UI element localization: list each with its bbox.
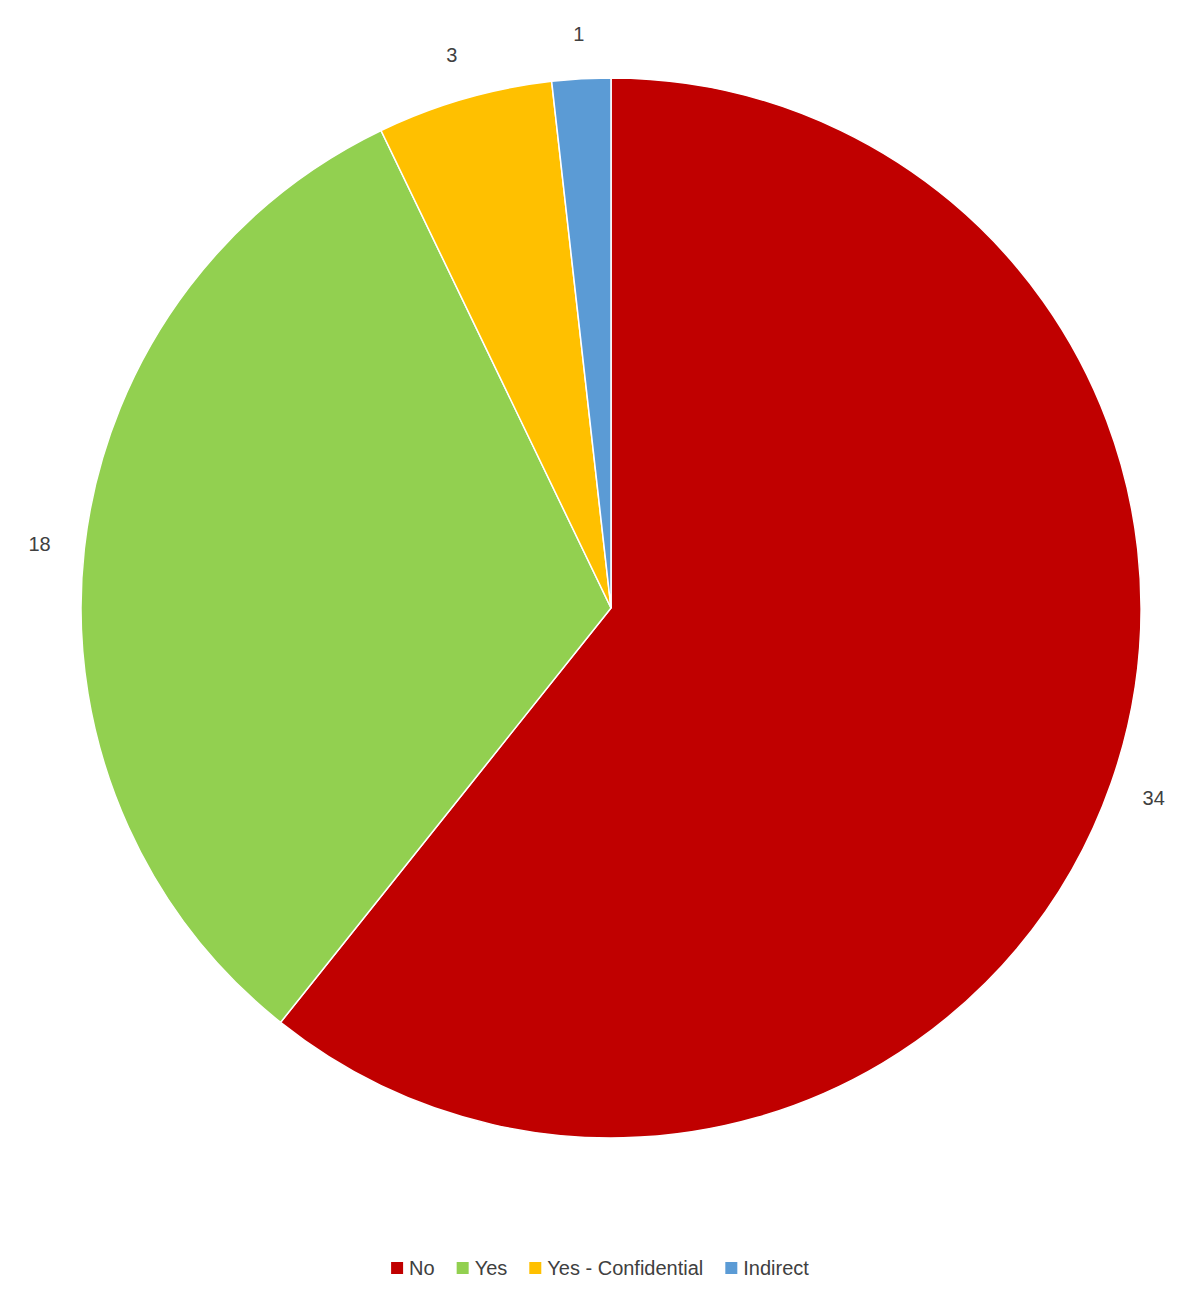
legend-swatch [725,1262,737,1274]
chart: 34 18 3 1 No Yes Yes - Confidential Indirect [0,0,1200,1304]
data-label: 34 [1143,787,1165,809]
data-label: 1 [573,23,584,45]
data-label: 3 [446,44,457,66]
data-label: 18 [28,533,50,555]
legend-label: Yes [475,1257,508,1279]
legend-label: Indirect [743,1257,809,1279]
legend-swatch [391,1262,403,1274]
legend: No Yes Yes - Confidential Indirect [391,1257,809,1279]
legend-swatch [529,1262,541,1274]
legend-label: No [409,1257,435,1279]
legend-label: Yes - Confidential [547,1257,703,1279]
slice [552,78,611,608]
slices [81,78,1141,1138]
legend-swatch [457,1262,469,1274]
